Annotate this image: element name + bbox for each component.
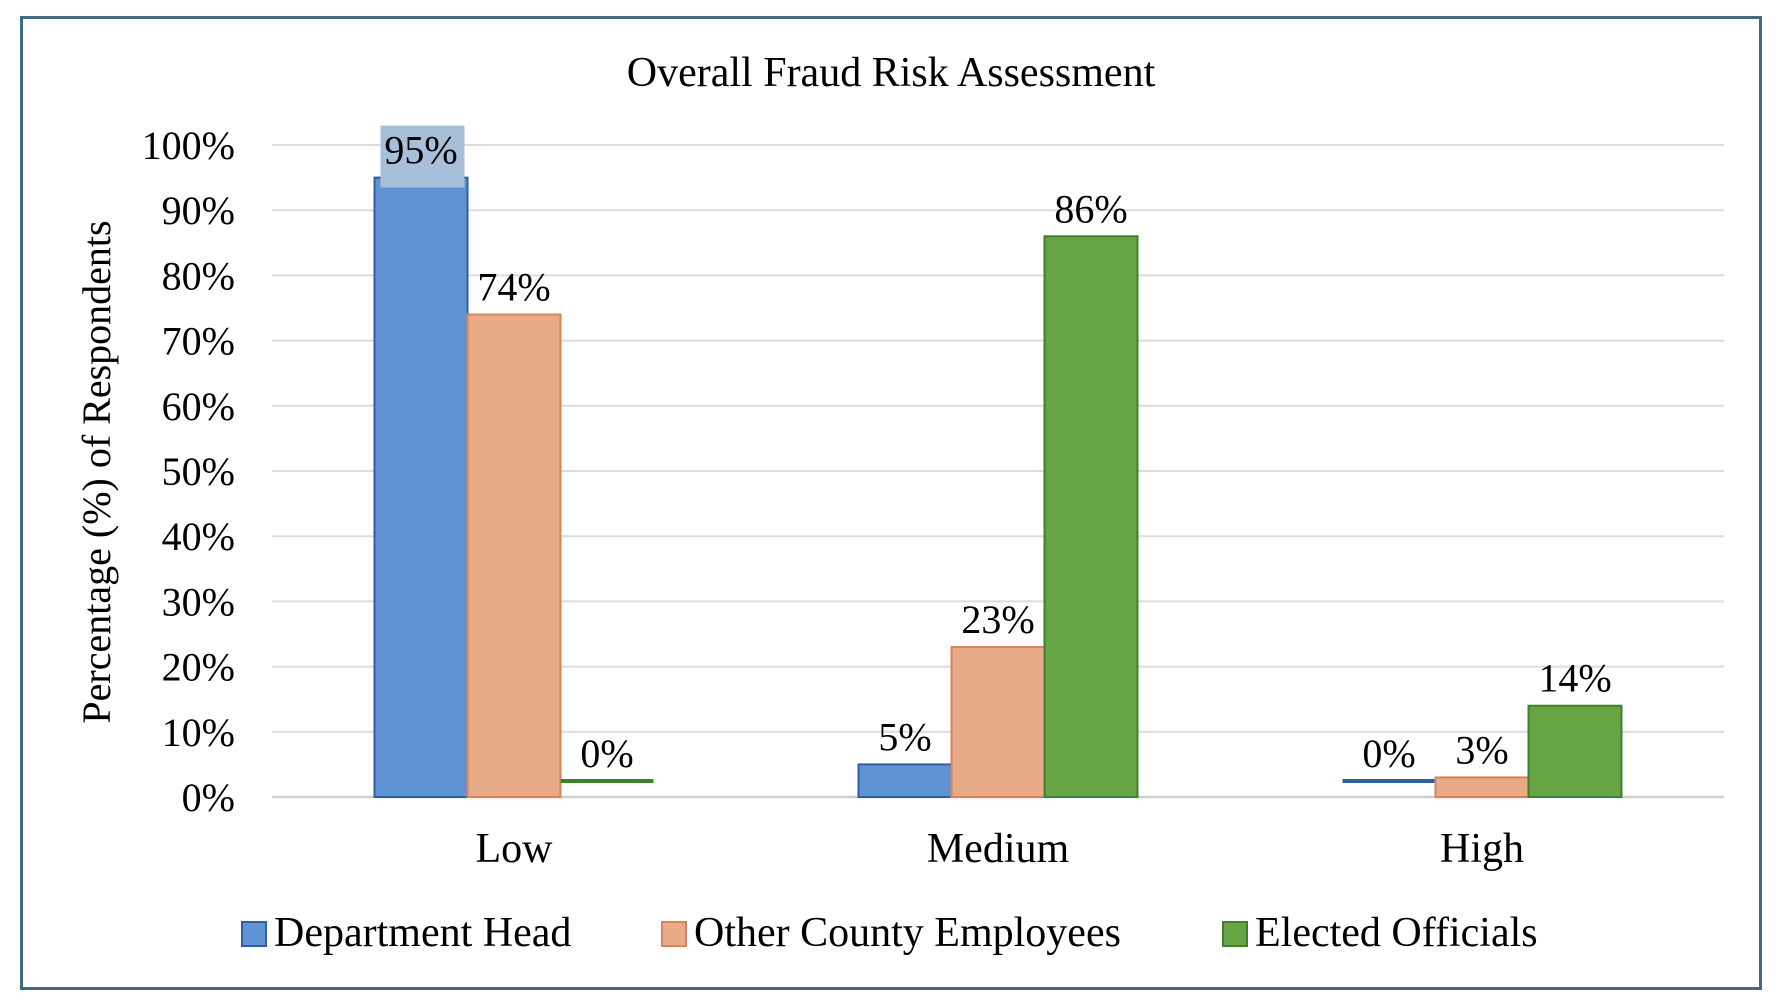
legend-swatch <box>661 921 687 947</box>
bar <box>1527 704 1623 798</box>
bars <box>373 176 1623 799</box>
y-tick-label: 20% <box>162 645 235 690</box>
data-labels: 95% 74% 0% 5% 23% 86% 0% 3% 14% <box>380 125 1612 776</box>
y-tick-label: 30% <box>162 579 235 624</box>
legend-label: Other County Employees <box>694 910 1121 956</box>
bar <box>1043 235 1139 798</box>
bar <box>373 176 469 799</box>
y-tick-label: 50% <box>162 449 235 494</box>
category-label: High <box>1440 826 1524 872</box>
y-tick-labels: 0% 10% 20% 30% 40% 50% 60% 70% 80% 90% 100% <box>142 123 235 820</box>
legend-label: Elected Officials <box>1255 910 1538 956</box>
chart-title: Overall Fraud Risk Assessment <box>627 50 1156 96</box>
bar <box>950 646 1046 798</box>
chart-frame <box>20 16 1762 990</box>
data-label: 23% <box>961 597 1034 642</box>
bar <box>1434 776 1530 799</box>
data-label: 95% <box>384 128 457 173</box>
category-labels: Low Medium High <box>476 826 1525 872</box>
y-tick-label: 70% <box>162 319 235 364</box>
y-tick-label: 100% <box>142 123 235 168</box>
data-label: 3% <box>1455 727 1508 772</box>
category-label: Low <box>476 826 554 872</box>
data-label: 0% <box>580 731 633 776</box>
y-tick-label: 40% <box>162 514 235 559</box>
data-label: 5% <box>878 714 931 759</box>
data-label: 14% <box>1538 656 1611 701</box>
legend-swatch <box>241 921 267 947</box>
data-label-highlight <box>380 125 465 188</box>
y-tick-label: 10% <box>162 710 235 755</box>
y-tick-label: 0% <box>182 775 235 820</box>
y-tick-label: 80% <box>162 253 235 298</box>
y-tick-label: 60% <box>162 384 235 429</box>
bar <box>857 763 953 799</box>
bar <box>466 313 562 798</box>
data-label: 74% <box>477 265 550 310</box>
y-axis-label: Percentage (%) of Respondents <box>74 220 119 723</box>
legend-swatch <box>1222 921 1248 947</box>
legend-label: Department Head <box>274 910 571 956</box>
data-label: 86% <box>1054 186 1127 231</box>
y-tick-label: 90% <box>162 188 235 233</box>
data-label: 0% <box>1362 731 1415 776</box>
category-label: Medium <box>927 826 1070 872</box>
legend: Department Head Other County Employees Ele… <box>241 910 1538 956</box>
